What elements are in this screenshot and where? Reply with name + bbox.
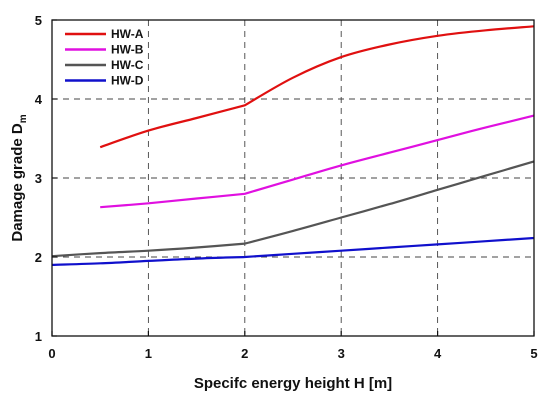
series-line-hw-d	[51, 236, 535, 266]
series-lines	[51, 25, 535, 266]
y-tick-label: 2	[35, 250, 42, 265]
y-tick-label: 4	[35, 92, 43, 107]
x-axis-title: Specifc energy height H [m]	[194, 375, 392, 392]
series-line-hw-a	[99, 25, 535, 149]
legend-label-hw-d: HW-D	[111, 74, 144, 88]
x-tick-label: 3	[338, 346, 345, 361]
y-axis-title-main: Damage grade D	[9, 123, 26, 242]
legend-label-hw-a: HW-A	[111, 27, 144, 41]
series-line-hw-b	[100, 114, 535, 209]
y-axis-title-subscript: m	[18, 114, 29, 123]
legend: HW-A HW-BHW-C HW-D	[65, 27, 144, 88]
y-tick-label: 5	[35, 13, 42, 28]
y-tick-label: 1	[35, 329, 42, 344]
y-axis-title: Damage grade Dm	[9, 114, 29, 241]
legend-label-hw-b: HW-B	[111, 43, 144, 57]
y-tick-label: 3	[35, 171, 42, 186]
series-line-hw-c	[51, 160, 535, 258]
grid-lines	[52, 20, 534, 336]
legend-label-hw-c: HW-C	[111, 58, 144, 72]
x-tick-label: 4	[434, 346, 442, 361]
x-tick-label: 5	[530, 346, 537, 361]
x-tick-label: 2	[241, 346, 248, 361]
x-tick-label: 0	[48, 346, 55, 361]
x-tick-label: 1	[145, 346, 152, 361]
